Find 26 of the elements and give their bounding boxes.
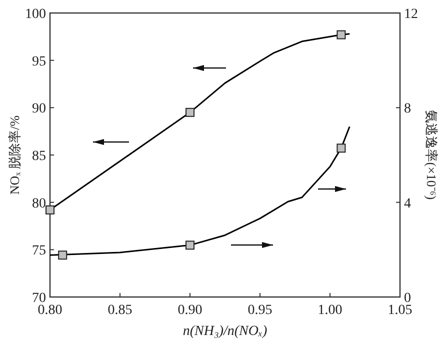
y2-tick-label: 4 [404,196,411,212]
point [58,250,68,260]
y2-axis-title: 氨逃逸率(×10⁻⁶) [424,110,439,200]
y-tick-label: 90 [32,102,46,117]
x-tick-label: 0.95 [248,303,272,318]
x-tick-label: 0.85 [108,303,132,318]
x-tick-label: 0.80 [38,303,62,318]
y-axis-title: NOₓ 脱除率/% [7,115,22,195]
y-tick-label: 75 [32,244,46,259]
y-tick-label: 95 [32,54,46,70]
x-tick-label: 1.00 [318,303,342,318]
point [336,144,346,153]
x-tick-label: 1.05 [388,303,412,318]
x-tick-label: 0.90 [178,303,202,318]
y2-tick-label: 0 [404,291,411,306]
y-tick-label: 100 [25,7,46,22]
point [46,205,54,214]
y-tick-label: 70 [32,291,46,306]
y2-tick-label: 8 [404,102,411,117]
point [186,240,194,250]
y-tick-label: 85 [32,149,46,164]
x-axis-title: n(NH₃)/n(NOₓ) [182,324,268,339]
y2-tick-label: 12 [404,7,418,22]
y-tick-label: 80 [32,196,46,212]
point [186,108,194,117]
point [336,30,346,40]
